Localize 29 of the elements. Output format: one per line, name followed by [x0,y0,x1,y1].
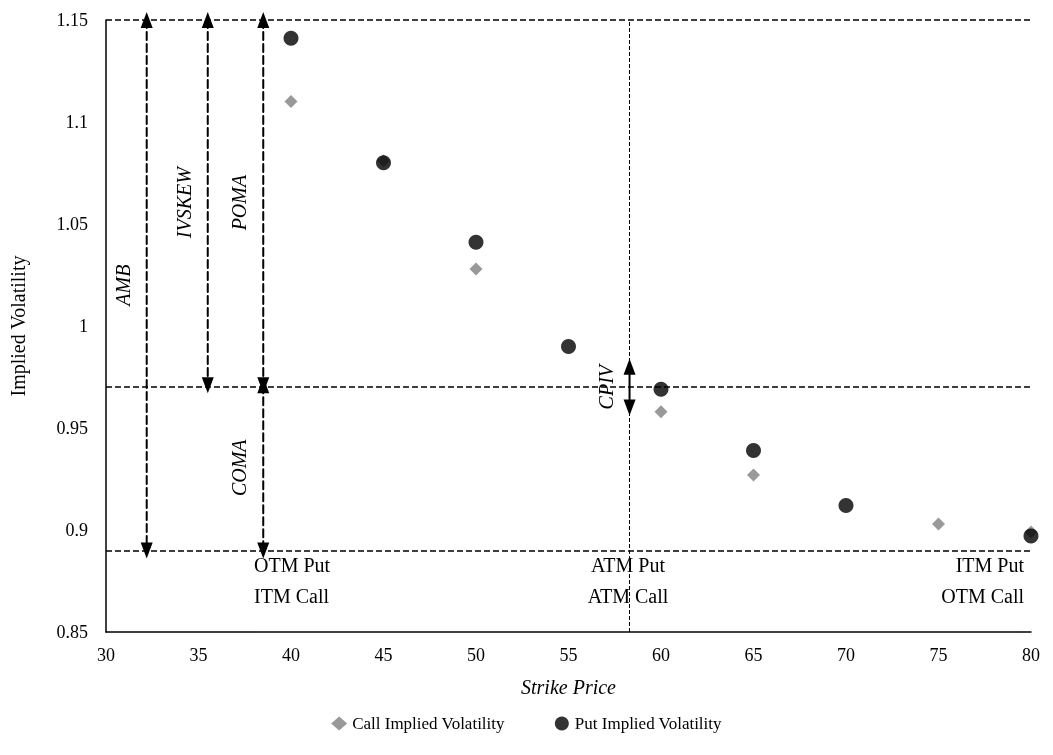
x-tick-label: 80 [1022,645,1040,665]
y-tick-label: 1 [79,316,88,336]
x-tick-label: 40 [282,645,300,665]
text: COMA [228,438,251,497]
annotation: ITM Put OTM Call [941,553,1025,607]
x-tick-label: 55 [559,645,578,665]
x-axis-title: Strike Price [521,676,617,698]
x-tick-label: 75 [929,645,948,665]
y-tick-label: 0.9 [65,520,88,540]
y-tick-label: 1.05 [56,214,88,234]
x-tick-label: 35 [189,645,208,665]
x-tick-label: 50 [467,645,485,665]
annotation: OTM Put ITM Call [254,553,331,607]
x-tick-label: 65 [744,645,763,665]
text: CPIV [594,362,617,410]
y-tick-label: 1.15 [56,10,88,30]
legend-label: Put Implied Volatility [574,714,723,733]
y-tick-label: 0.85 [56,622,88,642]
legend-label: Call Implied Volatility [352,714,506,733]
x-tick-label: 60 [652,645,670,665]
x-tick-label: 70 [837,645,855,665]
x-tick-label: 30 [97,645,115,665]
text: POMA [228,174,251,232]
text: IVSKEW [172,164,195,240]
y-axis-title: Implied Volatility [7,255,30,397]
x-tick-label: 45 [374,645,393,665]
y-tick-label: 1.1 [65,112,88,132]
y-tick-label: 0.95 [56,418,88,438]
text: AMB [111,264,134,308]
